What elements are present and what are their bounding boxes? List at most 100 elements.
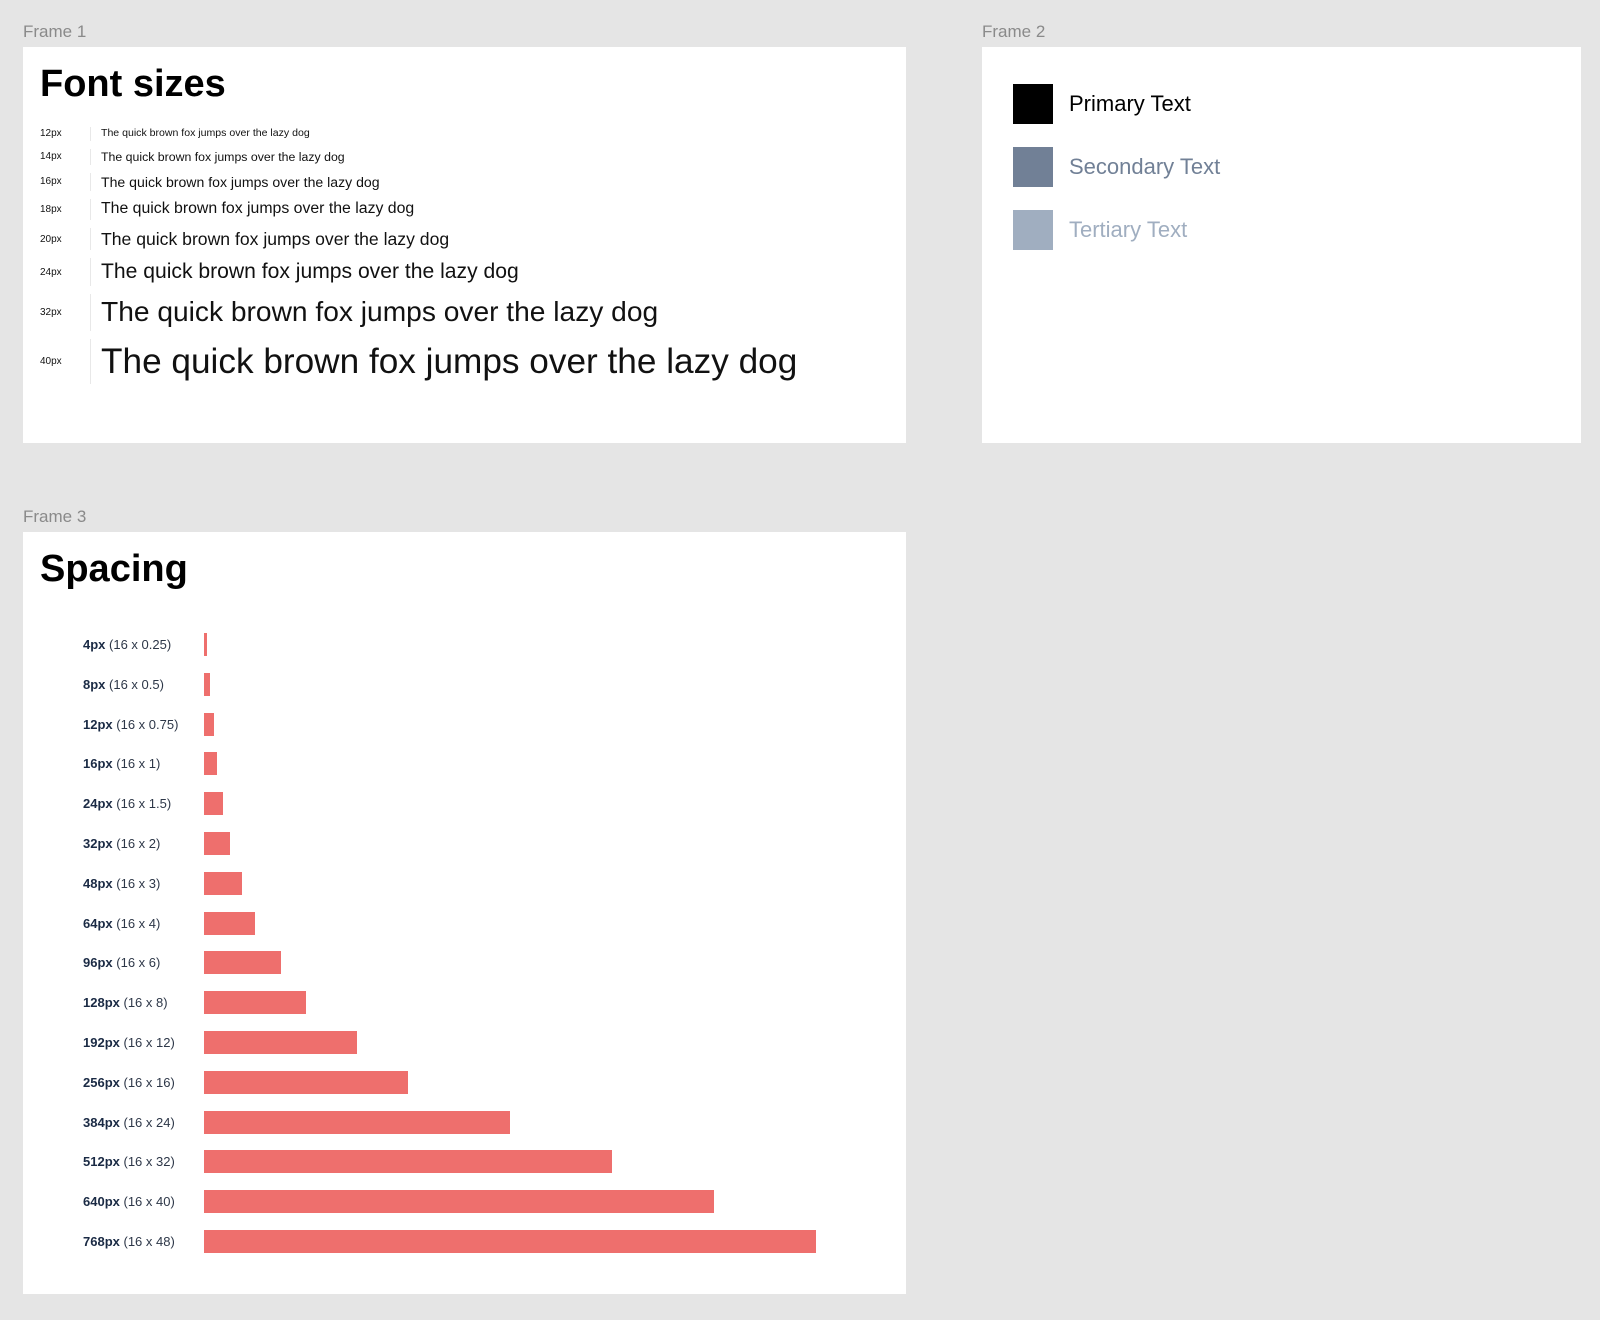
spacing-size: 32px bbox=[83, 836, 113, 851]
color-swatch bbox=[1013, 84, 1053, 124]
spacing-bar bbox=[204, 1230, 817, 1253]
spacing-formula: (16 x 0.75) bbox=[116, 716, 179, 732]
spacing-formula: (16 x 48) bbox=[123, 1234, 175, 1249]
spacing-bar bbox=[204, 1150, 613, 1174]
spacing-formula: (16 x 6) bbox=[116, 955, 161, 971]
font-row: 12px The quick brown fox jumps over the l… bbox=[40, 123, 797, 145]
font-size-label: 16px bbox=[40, 172, 91, 192]
spacing-bar bbox=[204, 1031, 358, 1054]
spacing-size: 512px bbox=[83, 1154, 120, 1170]
spacing-label: 64px (16 x 4) bbox=[83, 912, 160, 935]
font-row: 20px The quick brown fox jumps over the l… bbox=[40, 224, 797, 255]
spacing-size: 24px bbox=[83, 796, 113, 812]
spacing-label: 16px (16 x 1) bbox=[83, 752, 160, 775]
spacing-bar bbox=[204, 712, 214, 736]
font-sample: The quick brown fox jumps over the lazy … bbox=[101, 260, 519, 284]
spacing-formula: (16 x 16) bbox=[123, 1074, 175, 1090]
spacing-label: 256px (16 x 16) bbox=[83, 1071, 175, 1094]
color-label: Tertiary Text bbox=[1069, 217, 1188, 242]
spacing-label: 32px (16 x 2) bbox=[83, 832, 160, 855]
font-size-label: 20px bbox=[40, 227, 91, 251]
spacing-size: 192px bbox=[83, 1035, 120, 1050]
spacing-bar bbox=[204, 792, 224, 816]
spacing-label: 384px (16 x 24) bbox=[83, 1111, 175, 1134]
spacing-formula: (16 x 0.5) bbox=[109, 676, 164, 692]
color-label: Secondary Text bbox=[1069, 154, 1221, 179]
spacing-label: 12px (16 x 0.75) bbox=[83, 713, 178, 736]
font-row: 24px The quick brown fox jumps over the l… bbox=[40, 254, 797, 289]
spacing-size: 12px bbox=[83, 716, 113, 732]
frame-title: Font sizes bbox=[40, 63, 226, 105]
spacing-bar bbox=[204, 991, 307, 1015]
spacing-size: 64px bbox=[83, 915, 113, 931]
font-row: 18px The quick brown fox jumps over the l… bbox=[40, 195, 797, 224]
font-sample: The quick brown fox jumps over the lazy … bbox=[101, 127, 310, 139]
font-sample: The quick brown fox jumps over the lazy … bbox=[101, 295, 659, 327]
frame-label: Frame 3 bbox=[23, 507, 87, 526]
spacing-label: 192px (16 x 12) bbox=[83, 1031, 175, 1054]
spacing-size: 640px bbox=[83, 1194, 120, 1210]
spacing-bar bbox=[204, 871, 243, 895]
spacing-formula: (16 x 3) bbox=[116, 875, 161, 891]
spacing-size: 384px bbox=[83, 1114, 120, 1130]
font-size-label: 32px bbox=[40, 293, 91, 331]
font-sample: The quick brown fox jumps over the lazy … bbox=[101, 149, 345, 164]
spacing-label: 640px (16 x 40) bbox=[83, 1190, 175, 1213]
font-sample: The quick brown fox jumps over the lazy … bbox=[101, 200, 415, 218]
color-swatch bbox=[1013, 210, 1053, 250]
color-label: Primary Text bbox=[1069, 91, 1191, 116]
spacing-bar bbox=[204, 832, 230, 855]
spacing-label: 48px (16 x 3) bbox=[83, 872, 160, 895]
font-list: 12px The quick brown fox jumps over the l… bbox=[40, 123, 797, 388]
spacing-size: 4px bbox=[83, 637, 106, 652]
spacing-size: 16px bbox=[83, 756, 113, 772]
spacing-label: 768px (16 x 48) bbox=[83, 1230, 175, 1253]
spacing-size: 256px bbox=[83, 1074, 120, 1090]
spacing-size: 8px bbox=[83, 676, 106, 692]
spacing-label: 8px (16 x 0.5) bbox=[83, 673, 164, 696]
font-size-label: 12px bbox=[40, 127, 91, 141]
spacing-formula: (16 x 12) bbox=[123, 1035, 175, 1050]
spacing-label: 24px (16 x 1.5) bbox=[83, 792, 171, 815]
frame: Font sizes 12px The quick brown fox jumps… bbox=[23, 47, 906, 443]
font-row: 14px The quick brown fox jumps over the l… bbox=[40, 145, 797, 169]
font-sample: The quick brown fox jumps over the lazy … bbox=[101, 341, 798, 381]
font-sample: The quick brown fox jumps over the lazy … bbox=[101, 228, 450, 249]
spacing-bar bbox=[204, 752, 217, 776]
font-size-label: 14px bbox=[40, 148, 91, 165]
spacing-bar bbox=[204, 911, 255, 935]
spacing-bar bbox=[204, 951, 281, 975]
frame-label: Frame 2 bbox=[982, 22, 1046, 41]
font-size-label: 24px bbox=[40, 258, 91, 286]
font-row: 40px The quick brown fox jumps over the l… bbox=[40, 335, 797, 389]
spacing-formula: (16 x 2) bbox=[116, 836, 161, 851]
frame-label: Frame 1 bbox=[23, 22, 87, 41]
spacing-size: 96px bbox=[83, 955, 113, 971]
spacing-formula: (16 x 1) bbox=[116, 756, 161, 772]
frame: Primary Text Secondary Text Tertiary Text bbox=[982, 47, 1581, 443]
spacing-formula: (16 x 1.5) bbox=[116, 796, 172, 812]
spacing-formula: (16 x 8) bbox=[123, 995, 168, 1011]
spacing-size: 128px bbox=[83, 995, 120, 1011]
font-size-label: 18px bbox=[40, 199, 91, 220]
frame: Spacing 4px (16 x 0.25) 8px (16 x 0.5) 12p… bbox=[23, 532, 906, 1294]
spacing-label: 96px (16 x 6) bbox=[83, 951, 160, 974]
font-row: 16px The quick brown fox jumps over the l… bbox=[40, 169, 797, 195]
color-swatch bbox=[1013, 147, 1053, 187]
spacing-formula: (16 x 32) bbox=[123, 1154, 175, 1170]
spacing-bar bbox=[204, 672, 211, 696]
frame-title: Spacing bbox=[40, 548, 188, 590]
spacing-formula: (16 x 0.25) bbox=[109, 637, 172, 652]
font-sample: The quick brown fox jumps over the lazy … bbox=[101, 173, 380, 190]
spacing-bar bbox=[204, 1070, 409, 1094]
spacing-size: 768px bbox=[83, 1234, 120, 1249]
spacing-bar bbox=[204, 633, 208, 656]
spacing-bar bbox=[204, 1190, 715, 1214]
spacing-size: 48px bbox=[83, 875, 113, 891]
spacing-formula: (16 x 4) bbox=[116, 915, 161, 931]
font-row: 32px The quick brown fox jumps over the l… bbox=[40, 290, 797, 335]
font-size-label: 40px bbox=[40, 338, 91, 385]
spacing-formula: (16 x 24) bbox=[123, 1114, 175, 1130]
spacing-label: 512px (16 x 32) bbox=[83, 1150, 175, 1173]
